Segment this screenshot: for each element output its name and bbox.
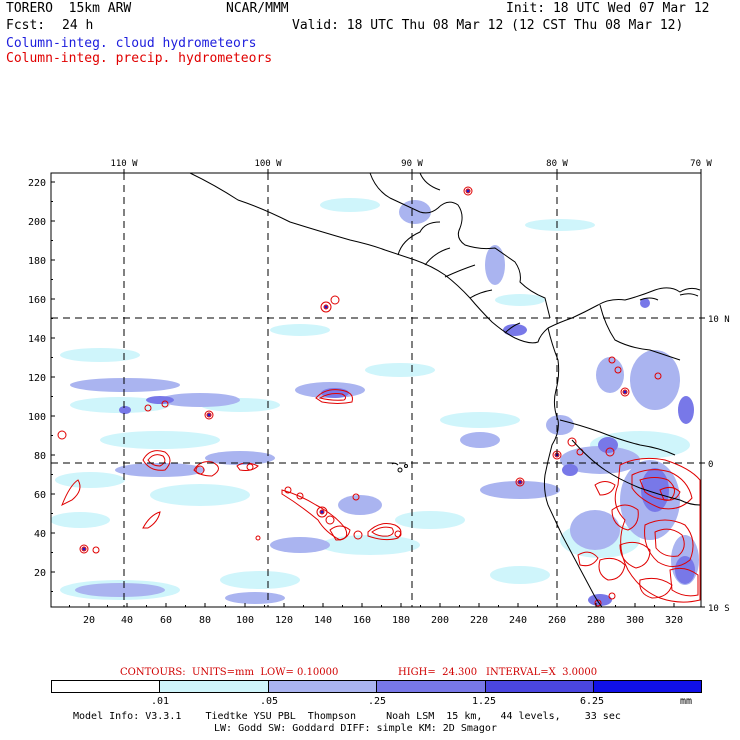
lat-label-10n: 10 N	[708, 315, 730, 325]
coastlines-and-borders	[189, 173, 701, 607]
y-tick-label: 160	[28, 295, 46, 306]
contour-interval: INTERVAL=X 3.0000	[486, 667, 598, 678]
colorbar-segment	[593, 680, 702, 693]
x-tick-label: 300	[626, 615, 644, 626]
model-name: TORERO 15km ARW	[6, 1, 132, 16]
graticule	[51, 173, 701, 607]
x-tick-label: 60	[160, 615, 172, 626]
contour-units: CONTOURS: UNITS=mm LOW= 0.10000	[120, 667, 339, 678]
x-tick-label: 220	[470, 615, 488, 626]
lat-label-0: 0	[708, 460, 713, 470]
x-tick-label: 320	[665, 615, 683, 626]
lat-label-10s: 10 S	[708, 604, 730, 614]
lon-label-70w: 70 W	[690, 159, 712, 169]
forecast-hour: 24 h	[62, 18, 94, 33]
x-tick-label: 160	[353, 615, 371, 626]
colorbar-segment	[376, 680, 486, 693]
colorbar-segment	[268, 680, 377, 693]
colorbar-units: mm	[680, 696, 693, 707]
colorbar-segment	[159, 680, 269, 693]
x-tick-label: 20	[83, 615, 95, 626]
x-tick-label: 260	[548, 615, 566, 626]
y-tick-label: 220	[28, 178, 46, 189]
colorbar-label: .05	[260, 696, 279, 707]
lon-label-100w: 100 W	[254, 159, 282, 169]
x-tick-label: 120	[275, 615, 293, 626]
field-cloud-title: Column-integ. cloud hydrometeors	[6, 36, 257, 51]
center-name: NCAR/MMM	[226, 1, 289, 16]
x-tick-label: 100	[236, 615, 254, 626]
field-precip-title: Column-integ. precip. hydrometeors	[6, 51, 273, 66]
lon-label-80w: 80 W	[546, 159, 568, 169]
colorbar-segment	[51, 680, 160, 693]
precip-hydrometeor-contours	[57, 186, 701, 607]
y-tick-label: 180	[28, 256, 46, 267]
y-tick-label: 40	[34, 529, 46, 540]
colorbar-segment	[485, 680, 594, 693]
init-time: Init: 18 UTC Wed 07 Mar 12	[506, 1, 710, 16]
x-tick-label: 140	[314, 615, 332, 626]
colorbar-label: 1.25	[472, 696, 497, 707]
y-tick-label: 80	[34, 451, 46, 462]
contour-high: HIGH= 24.300	[398, 667, 478, 678]
model-info: Model Info: V3.3.1 Tiedtke YSU PBL Thomp…	[73, 711, 621, 722]
cloud-hydrometeor-field	[51, 198, 699, 606]
forecast-label: Fcst:	[6, 18, 46, 33]
axis-ticks	[51, 169, 705, 608]
x-tick-label: 200	[431, 615, 449, 626]
x-tick-label: 240	[509, 615, 527, 626]
map-frame	[50, 172, 702, 608]
valid-time: Valid: 18 UTC Thu 08 Mar 12 (12 CST Thu …	[292, 18, 684, 33]
colorbar-label: .25	[368, 696, 387, 707]
x-tick-label: 80	[199, 615, 211, 626]
y-tick-label: 100	[28, 412, 46, 423]
colorbar-label: 6.25	[580, 696, 605, 707]
colorbar-label: .01	[151, 696, 170, 707]
x-tick-label: 180	[392, 615, 410, 626]
x-tick-label: 40	[121, 615, 133, 626]
y-tick-label: 140	[28, 334, 46, 345]
x-tick-label: 280	[587, 615, 605, 626]
storm-cores	[82, 189, 627, 551]
y-tick-label: 200	[28, 217, 46, 228]
y-tick-label: 60	[34, 490, 46, 501]
lon-label-90w: 90 W	[401, 159, 423, 169]
physics-info: LW: Godd SW: Goddard DIFF: simple KM: 2D…	[214, 723, 497, 734]
lon-label-110w: 110 W	[110, 159, 138, 169]
y-tick-label: 20	[34, 568, 46, 579]
y-tick-label: 120	[28, 373, 46, 384]
